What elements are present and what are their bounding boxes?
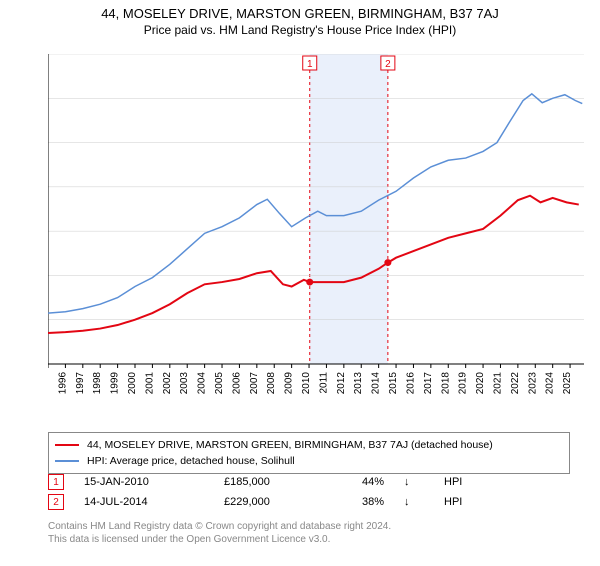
- svg-text:2020: 2020: [475, 372, 486, 395]
- svg-text:2015: 2015: [388, 372, 399, 395]
- legend-swatch: [55, 444, 79, 446]
- sale-pct: 38%: [334, 496, 384, 508]
- svg-text:2004: 2004: [197, 372, 208, 395]
- svg-text:1996: 1996: [57, 372, 68, 395]
- svg-text:2014: 2014: [371, 372, 382, 395]
- chart-title: 44, MOSELEY DRIVE, MARSTON GREEN, BIRMIN…: [0, 6, 600, 21]
- footer-line: Contains HM Land Registry data © Crown c…: [48, 520, 568, 533]
- svg-text:1998: 1998: [92, 372, 103, 395]
- svg-text:2012: 2012: [336, 372, 347, 395]
- svg-text:2006: 2006: [231, 372, 242, 395]
- svg-text:2018: 2018: [440, 372, 451, 395]
- svg-text:2022: 2022: [510, 372, 521, 395]
- svg-text:2010: 2010: [301, 372, 312, 395]
- svg-text:2001: 2001: [144, 372, 155, 395]
- svg-text:2013: 2013: [353, 372, 364, 395]
- legend-label: 44, MOSELEY DRIVE, MARSTON GREEN, BIRMIN…: [87, 439, 493, 451]
- arrow-down-icon: ↓: [404, 496, 424, 508]
- footer-line: This data is licensed under the Open Gov…: [48, 533, 568, 546]
- sale-pct: 44%: [334, 476, 384, 488]
- svg-text:2007: 2007: [249, 372, 260, 395]
- chart-plot: 12£0£100K£200K£300K£400K£500K£600K£700K1…: [48, 54, 584, 414]
- svg-text:2009: 2009: [284, 372, 295, 395]
- legend-label: HPI: Average price, detached house, Soli…: [87, 455, 295, 467]
- sale-date: 15-JAN-2010: [84, 476, 204, 488]
- svg-text:2011: 2011: [318, 372, 329, 394]
- svg-text:2003: 2003: [179, 372, 190, 395]
- sale-price: £229,000: [224, 496, 314, 508]
- svg-text:2016: 2016: [405, 372, 416, 395]
- chart-subtitle: Price paid vs. HM Land Registry's House …: [0, 23, 600, 37]
- svg-text:2000: 2000: [127, 372, 138, 395]
- svg-text:2025: 2025: [562, 372, 573, 395]
- svg-text:1997: 1997: [75, 372, 86, 395]
- sale-date: 14-JUL-2014: [84, 496, 204, 508]
- svg-text:1999: 1999: [110, 372, 121, 395]
- legend-swatch: [55, 460, 79, 462]
- sale-vs: HPI: [444, 496, 462, 508]
- legend-item: HPI: Average price, detached house, Soli…: [55, 453, 563, 469]
- sale-vs: HPI: [444, 476, 462, 488]
- svg-text:2008: 2008: [266, 372, 277, 395]
- sale-marker: 2: [48, 494, 64, 510]
- sale-row: 1 15-JAN-2010 £185,000 44% ↓ HPI: [48, 472, 568, 492]
- legend-item: 44, MOSELEY DRIVE, MARSTON GREEN, BIRMIN…: [55, 437, 563, 453]
- sale-price: £185,000: [224, 476, 314, 488]
- footer: Contains HM Land Registry data © Crown c…: [48, 520, 568, 546]
- svg-text:2019: 2019: [458, 372, 469, 395]
- legend: 44, MOSELEY DRIVE, MARSTON GREEN, BIRMIN…: [48, 432, 570, 474]
- sale-row: 2 14-JUL-2014 £229,000 38% ↓ HPI: [48, 492, 568, 512]
- svg-text:2: 2: [385, 59, 391, 70]
- svg-text:1: 1: [307, 59, 313, 70]
- sale-marker: 1: [48, 474, 64, 490]
- svg-text:2021: 2021: [492, 372, 503, 395]
- svg-text:2002: 2002: [162, 372, 173, 395]
- chart-container: 44, MOSELEY DRIVE, MARSTON GREEN, BIRMIN…: [0, 6, 600, 566]
- svg-text:2024: 2024: [545, 372, 556, 395]
- arrow-down-icon: ↓: [404, 476, 424, 488]
- svg-text:2023: 2023: [527, 372, 538, 395]
- svg-text:1995: 1995: [48, 372, 51, 395]
- svg-text:2017: 2017: [423, 372, 434, 395]
- sale-events: 1 15-JAN-2010 £185,000 44% ↓ HPI 2 14-JUL-2014 £…: [48, 472, 568, 512]
- svg-text:2005: 2005: [214, 372, 225, 395]
